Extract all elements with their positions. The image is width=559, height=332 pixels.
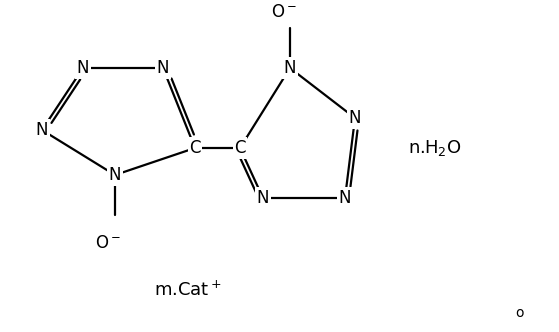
Text: o: o xyxy=(516,306,524,320)
Text: N: N xyxy=(109,166,121,184)
Text: N: N xyxy=(77,59,89,77)
Text: N: N xyxy=(257,189,269,207)
Text: N: N xyxy=(339,189,351,207)
Text: O$^-$: O$^-$ xyxy=(95,234,121,252)
Text: C: C xyxy=(190,139,201,157)
Text: N: N xyxy=(157,59,169,77)
Text: N: N xyxy=(284,59,296,77)
Text: n.H$_2$O: n.H$_2$O xyxy=(408,138,462,158)
Text: O$^-$: O$^-$ xyxy=(271,3,297,21)
Text: N: N xyxy=(349,109,361,127)
Text: N: N xyxy=(36,121,48,139)
Text: m.Cat$^+$: m.Cat$^+$ xyxy=(154,280,222,300)
Text: C: C xyxy=(234,139,246,157)
